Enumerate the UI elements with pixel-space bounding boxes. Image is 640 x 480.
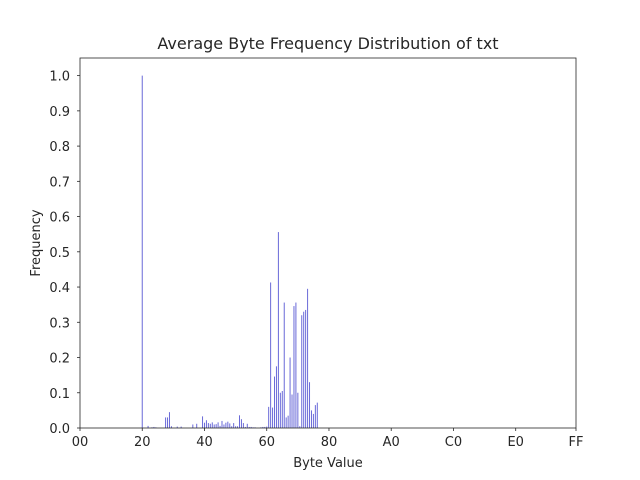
bar-byte-98	[270, 282, 272, 428]
bar-byte-94	[262, 426, 264, 428]
bar-byte-107	[287, 415, 289, 428]
bar-byte-64	[203, 422, 205, 428]
bar-byte-32	[141, 75, 143, 429]
bar-byte-71	[217, 422, 219, 428]
bar-byte-35	[147, 425, 149, 428]
bar-byte-111	[295, 302, 297, 428]
bar-byte-74	[223, 424, 225, 428]
y-tick-label: 0.8	[49, 140, 70, 155]
bar-byte-100	[274, 376, 276, 428]
plot-frame	[79, 57, 577, 429]
bar-byte-52	[180, 426, 182, 428]
x-tick-label: A0	[383, 435, 400, 450]
bar-byte-50	[176, 426, 178, 428]
chart-title: Average Byte Frequency Distribution of t…	[157, 34, 498, 53]
bar-byte-44	[165, 417, 167, 428]
bar-byte-82	[239, 415, 240, 428]
bar-byte-72	[219, 425, 221, 428]
bar-byte-109	[291, 394, 293, 428]
y-tick-label: 0.4	[49, 281, 70, 296]
x-tick-label: E0	[507, 435, 524, 450]
bar-byte-60	[196, 423, 198, 428]
bar-byte-120	[312, 413, 314, 428]
y-tick-label: 0.6	[49, 211, 70, 226]
bar-byte-77	[229, 423, 231, 428]
x-tick-label: 80	[321, 435, 338, 450]
bar-byte-66	[207, 423, 209, 428]
bar-byte-45	[167, 417, 169, 428]
y-axis-label: Frequency	[29, 209, 44, 276]
bar-byte-67	[209, 423, 211, 428]
bar-byte-85	[244, 426, 246, 428]
bar-byte-84	[242, 423, 244, 428]
bar-byte-116	[305, 309, 307, 428]
y-tick-label: 0.0	[49, 422, 70, 437]
bar-byte-117	[307, 288, 309, 428]
x-axis-label: Byte Value	[293, 456, 363, 471]
bar-byte-105	[283, 302, 285, 428]
bar-byte-65	[205, 420, 207, 428]
bar-byte-87	[248, 426, 250, 428]
bar-byte-115	[303, 311, 305, 428]
bar-byte-101	[275, 366, 277, 428]
bar-byte-63	[202, 416, 204, 428]
y-tick-label: 0.7	[49, 175, 70, 190]
bar-byte-118	[309, 382, 311, 428]
bar-byte-46	[168, 412, 170, 428]
bar-byte-113	[299, 426, 301, 428]
bar-byte-96	[266, 426, 268, 428]
bar-byte-99	[272, 407, 274, 428]
x-tick-label: 20	[134, 435, 151, 450]
bar-byte-78	[231, 426, 233, 428]
x-tick-label: FF	[569, 435, 584, 450]
bar-byte-58	[192, 424, 194, 428]
x-tick-label: 00	[72, 435, 89, 450]
y-axis-ticks: 0.0 0.1 0.2 0.3 0.4 0.5 0.6 0.7 0.8 0.9 1.0	[49, 70, 80, 437]
bar-byte-68	[211, 422, 213, 428]
bar-byte-75	[225, 422, 227, 428]
bar-byte-104	[281, 391, 283, 428]
bar-byte-81	[237, 426, 239, 428]
bar-byte-80	[235, 426, 237, 428]
bar-byte-95	[264, 426, 266, 428]
bar-byte-119	[310, 410, 312, 428]
bar-byte-76	[227, 421, 229, 428]
bar-byte-102	[277, 232, 279, 428]
bar-byte-73	[221, 420, 223, 428]
bar-byte-110	[293, 306, 295, 428]
bar-byte-86	[246, 423, 248, 428]
bar-byte-106	[285, 417, 287, 428]
bar-byte-69	[213, 424, 215, 428]
bars-group	[141, 75, 318, 429]
y-tick-label: 0.1	[49, 387, 70, 402]
bar-byte-47	[170, 426, 172, 428]
x-tick-label: C0	[445, 435, 462, 450]
bar-byte-122	[316, 402, 318, 428]
bar-byte-83	[240, 419, 242, 428]
bar-byte-38	[153, 426, 155, 428]
bar-byte-108	[289, 357, 291, 428]
bar-byte-121	[314, 405, 316, 428]
x-tick-label: 40	[196, 435, 213, 450]
y-tick-label: 0.9	[49, 105, 70, 120]
y-tick-label: 0.3	[49, 316, 70, 331]
bar-byte-79	[233, 423, 235, 428]
bar-byte-114	[301, 315, 303, 428]
y-tick-label: 0.2	[49, 352, 70, 367]
y-tick-label: 1.0	[49, 70, 70, 85]
bar-byte-97	[268, 406, 270, 428]
x-tick-label: 60	[258, 435, 275, 450]
bar-byte-103	[279, 392, 281, 428]
bar-byte-88	[250, 426, 252, 428]
bar-byte-70	[215, 424, 217, 428]
bar-byte-112	[297, 392, 299, 428]
x-axis-ticks: 00 20 40 60 80 A0 C0 E0 FF	[72, 428, 584, 450]
y-tick-label: 0.5	[49, 246, 70, 261]
